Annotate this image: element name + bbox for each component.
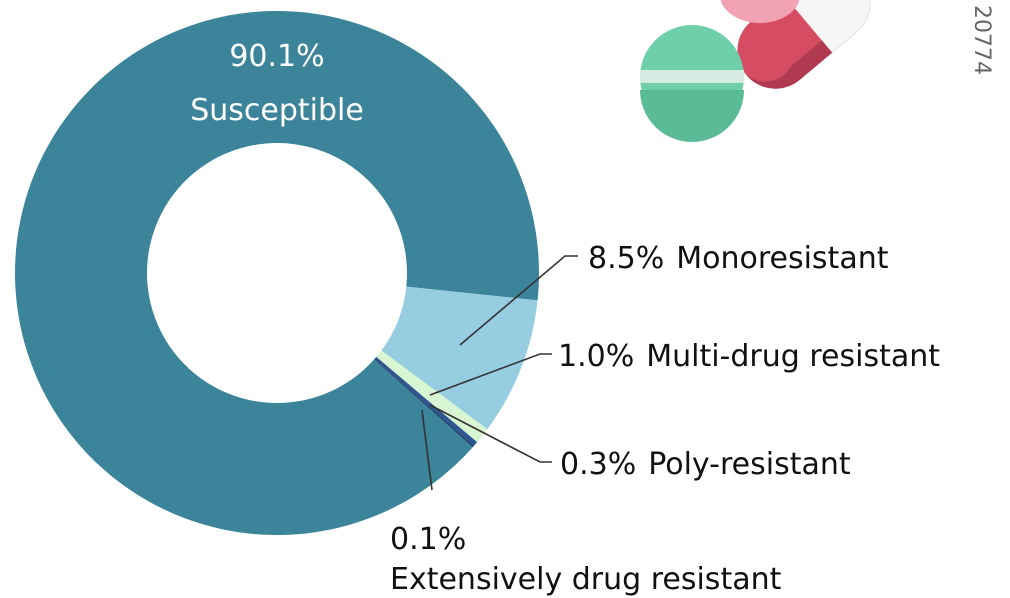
slice-value-label: 0.1% xyxy=(390,522,466,557)
pills-illustration: 20774 xyxy=(640,0,994,142)
slice-value-label: 8.5% xyxy=(588,241,664,276)
slice-label: Multi-drug resistant xyxy=(646,339,940,374)
slice-label: Extensively drug resistant xyxy=(390,562,782,597)
slice-label-group: 8.5% Monoresistant xyxy=(588,241,889,276)
slice-label-group: 1.0% Multi-drug resistant xyxy=(558,339,940,374)
slice-value-label: 90.1% xyxy=(229,39,324,74)
slice-label: Poly-resistant xyxy=(648,447,851,482)
slice-label-group: 0.3% Poly-resistant xyxy=(560,447,851,482)
slice-value-label: 1.0% xyxy=(558,339,634,374)
slice-value-label: 0.3% xyxy=(560,447,636,482)
slice-label: Monoresistant xyxy=(676,241,888,276)
slice xyxy=(15,11,539,535)
chart: 20774 90.1% Susceptible 8.5% Monoresistant 1… xyxy=(0,0,1010,598)
slice-label: Susceptible xyxy=(190,93,364,128)
slices xyxy=(15,11,539,535)
image-id: 20774 xyxy=(969,5,994,75)
